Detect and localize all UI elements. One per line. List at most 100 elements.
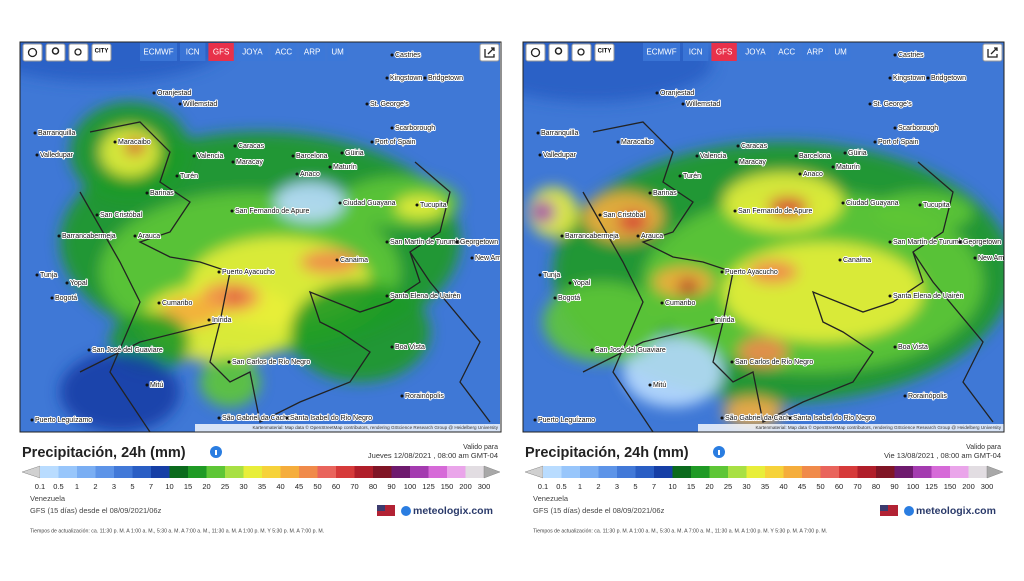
scale-label: 1 [75, 482, 79, 491]
model-button[interactable] [180, 43, 206, 61]
place-dot [733, 209, 737, 213]
place-label: Port of Spain [375, 139, 416, 146]
place-dot [798, 172, 802, 176]
scale-label: 300 [478, 482, 491, 491]
precip-area [768, 197, 808, 217]
place-dot [788, 416, 792, 420]
place-dot [616, 140, 620, 144]
place-dot [648, 383, 652, 387]
place-label: Barcelona [296, 153, 328, 160]
place-dot [30, 418, 34, 422]
scale-segment [225, 466, 244, 478]
flag-canton [377, 505, 385, 511]
model-button[interactable] [774, 43, 800, 61]
map: Castries Kingstown Bridgetown St. George's O… [20, 42, 500, 432]
place-dot [868, 102, 872, 106]
scale-label: 2 [596, 482, 600, 491]
model-button[interactable] [140, 43, 177, 61]
place-dot [390, 345, 394, 349]
scale-segment [354, 466, 374, 478]
place-label: Cumaribo [665, 300, 695, 307]
place-label: Oranjestad [157, 90, 191, 97]
scale-label: 80 [369, 482, 377, 491]
place-label: Georgetown [963, 239, 1001, 246]
place-dot [192, 154, 196, 158]
scale-label: 0.5 [556, 482, 566, 491]
scale-label: 45 [295, 482, 303, 491]
scale-segment [654, 466, 673, 478]
place-dot [903, 394, 907, 398]
place-label: Barranquilla [38, 130, 75, 137]
scale-segment [188, 466, 207, 478]
place-label: Maturín [333, 164, 357, 171]
scale-label: 15 [184, 482, 192, 491]
place-label: Valledupar [40, 152, 74, 159]
place-label: Maturín [836, 164, 860, 171]
scale-label: 45 [798, 482, 806, 491]
border [582, 191, 654, 432]
place-dot [178, 102, 182, 106]
place-label: São Gabriel da Cachoeira [725, 415, 806, 422]
city-button[interactable] [91, 43, 112, 62]
model-button[interactable] [683, 43, 709, 61]
place-label: Caracas [741, 143, 768, 150]
scale-label: 20 [202, 482, 210, 491]
place-dot [175, 174, 179, 178]
place-label: Tunja [543, 272, 560, 279]
attribution: Kartenmaterial: Map data © OpenStreetMap… [755, 424, 1001, 430]
place-label: Willemstad [686, 101, 720, 108]
flag[interactable] [880, 505, 898, 516]
model-button[interactable] [802, 43, 828, 61]
place-label: New Amsterdam [978, 255, 1024, 262]
border [582, 321, 724, 373]
model-button[interactable] [327, 43, 348, 61]
model-button[interactable] [271, 43, 297, 61]
scale-label: 200 [459, 482, 472, 491]
model-button[interactable] [299, 43, 325, 61]
scale-label: 7 [652, 482, 656, 491]
zoom-button[interactable] [571, 43, 592, 62]
locate-button[interactable] [548, 43, 569, 62]
scale-segment [428, 466, 448, 478]
model-button[interactable] [208, 43, 234, 61]
place-dot [145, 191, 149, 195]
place-dot [33, 131, 37, 135]
legend-title: Precipitación, 24h (mm) [22, 445, 186, 461]
place-label: Cumaribo [162, 300, 192, 307]
model-button[interactable] [236, 43, 268, 61]
place-label: Santa Isabel do Rio Negro [793, 415, 875, 422]
locate-icon [554, 47, 563, 55]
place-label: Güiria [345, 150, 364, 157]
place-dot [470, 256, 474, 260]
model-button[interactable] [739, 43, 771, 61]
scale-segment [243, 466, 263, 478]
flag[interactable] [377, 505, 395, 516]
zoom-button[interactable] [68, 43, 89, 62]
place-label: Barrancabermeja [62, 233, 116, 240]
model-button[interactable] [830, 43, 851, 61]
place-dot [533, 418, 537, 422]
place-label: Puerto Leguízamo [538, 417, 595, 424]
precip-area [618, 212, 648, 232]
place-label: Yopal [573, 280, 591, 287]
place-label: Rorainópolis [405, 393, 444, 400]
city-button[interactable] [594, 43, 615, 62]
place-dot [233, 144, 237, 148]
border [89, 121, 451, 423]
place-dot [133, 234, 137, 238]
model-button[interactable] [643, 43, 680, 61]
scale-label: 20 [705, 482, 713, 491]
scale-segment [317, 466, 337, 478]
reload-button[interactable] [22, 43, 43, 62]
model-button-label: ACC [778, 48, 795, 57]
reload-button[interactable] [525, 43, 546, 62]
scale-segment [820, 466, 840, 478]
locate-button[interactable] [45, 43, 66, 62]
place-label: Anaco [300, 171, 320, 178]
locate-icon [51, 47, 60, 55]
model-button[interactable] [711, 43, 737, 61]
map: Castries Kingstown Bridgetown St. George's O… [523, 42, 1024, 432]
precip-area [125, 139, 145, 155]
precip-area [227, 291, 243, 303]
model-button-label: ICN [689, 48, 703, 57]
